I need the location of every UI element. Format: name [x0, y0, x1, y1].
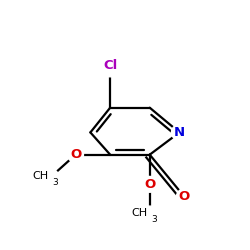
Circle shape: [176, 189, 192, 204]
Circle shape: [142, 206, 158, 222]
Circle shape: [68, 147, 84, 162]
Circle shape: [142, 176, 158, 192]
Text: 3: 3: [52, 178, 58, 187]
Text: O: O: [144, 178, 155, 191]
Circle shape: [99, 54, 121, 77]
Text: O: O: [70, 148, 81, 161]
Circle shape: [43, 169, 59, 185]
Text: 3: 3: [151, 215, 157, 224]
Text: N: N: [174, 126, 185, 139]
Text: O: O: [179, 190, 190, 203]
Text: CH: CH: [32, 171, 48, 181]
Text: Cl: Cl: [103, 59, 117, 72]
Circle shape: [172, 124, 187, 140]
Text: CH: CH: [131, 208, 147, 218]
